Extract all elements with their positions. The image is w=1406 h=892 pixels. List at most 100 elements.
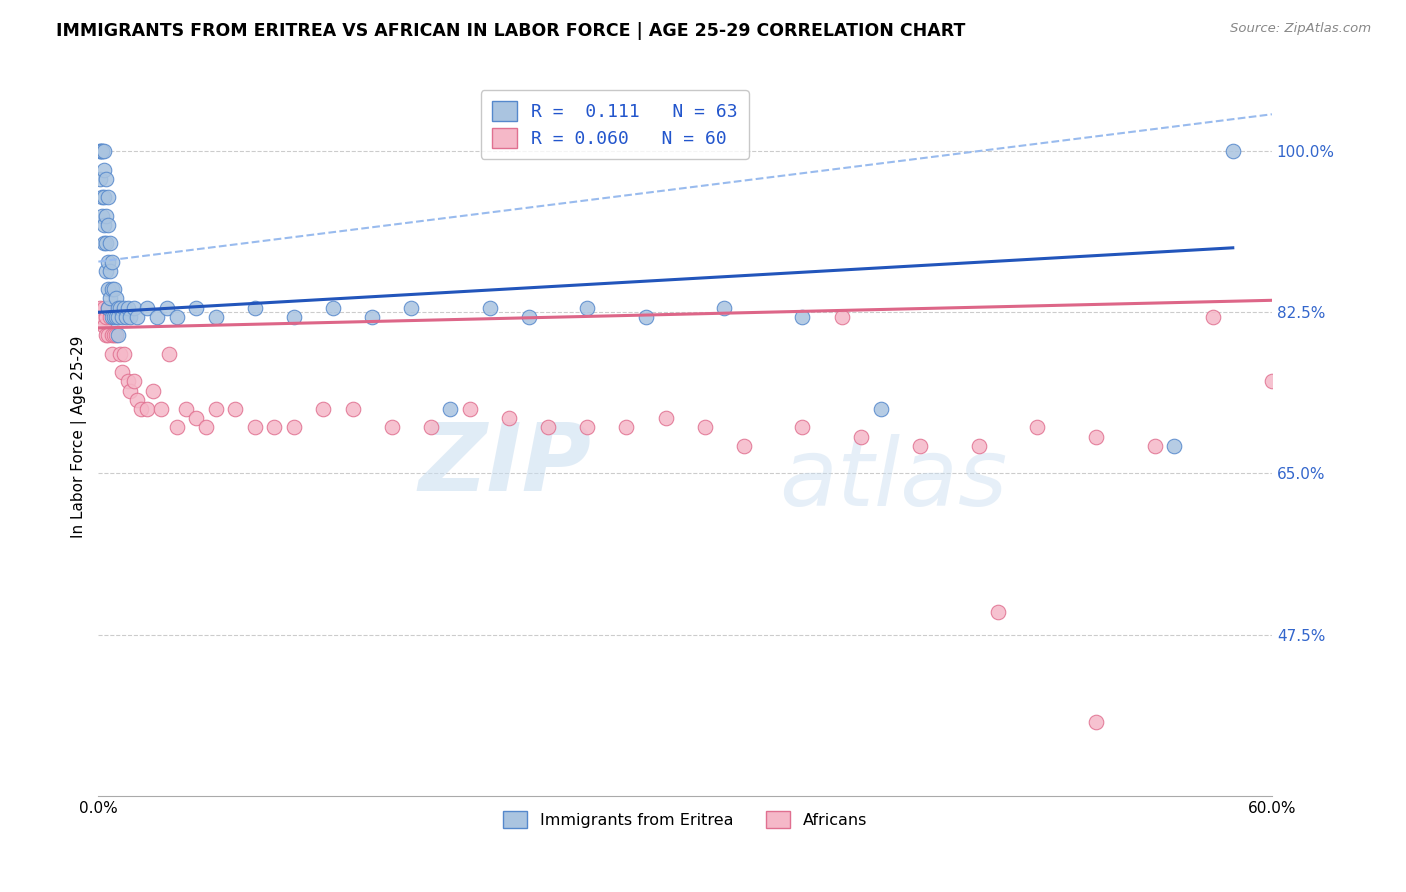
Point	[97, 301, 120, 315]
Point	[792, 420, 814, 434]
Y-axis label: In Labor Force | Age 25-29: In Labor Force | Age 25-29	[72, 335, 87, 538]
Point	[361, 310, 384, 324]
Point	[101, 347, 124, 361]
Point	[831, 310, 853, 324]
Point	[987, 605, 1010, 619]
Point	[1319, 384, 1341, 398]
Point	[122, 375, 145, 389]
Text: Source: ZipAtlas.com: Source: ZipAtlas.com	[1230, 22, 1371, 36]
Point	[96, 171, 118, 186]
Point	[107, 310, 129, 324]
Point	[1143, 439, 1166, 453]
Point	[439, 401, 461, 416]
Point	[849, 429, 872, 443]
Point	[111, 365, 134, 379]
Point	[1084, 429, 1107, 443]
Point	[458, 401, 481, 416]
Point	[97, 328, 120, 343]
Point	[93, 236, 115, 251]
Point	[967, 439, 990, 453]
Text: IMMIGRANTS FROM ERITREA VS AFRICAN IN LABOR FORCE | AGE 25-29 CORRELATION CHART: IMMIGRANTS FROM ERITREA VS AFRICAN IN LA…	[56, 22, 966, 40]
Point	[96, 310, 118, 324]
Point	[1202, 310, 1225, 324]
Point	[713, 301, 735, 315]
Point	[166, 420, 188, 434]
Text: ZIP: ZIP	[419, 419, 592, 511]
Point	[97, 190, 120, 204]
Point	[101, 282, 124, 296]
Point	[93, 190, 115, 204]
Point	[93, 162, 115, 177]
Point	[146, 310, 169, 324]
Point	[1222, 144, 1244, 158]
Point	[91, 144, 114, 158]
Point	[634, 310, 657, 324]
Point	[908, 439, 931, 453]
Point	[616, 420, 638, 434]
Point	[204, 310, 226, 324]
Point	[537, 420, 560, 434]
Point	[733, 439, 755, 453]
Point	[89, 144, 111, 158]
Point	[419, 420, 441, 434]
Text: atlas: atlas	[779, 434, 1007, 525]
Point	[89, 301, 111, 315]
Point	[97, 282, 120, 296]
Point	[111, 310, 134, 324]
Point	[101, 254, 124, 268]
Point	[108, 347, 131, 361]
Point	[149, 401, 172, 416]
Point	[112, 301, 135, 315]
Point	[96, 209, 118, 223]
Point	[342, 401, 364, 416]
Point	[243, 420, 266, 434]
Point	[93, 319, 115, 334]
Point	[117, 375, 139, 389]
Point	[91, 190, 114, 204]
Point	[381, 420, 404, 434]
Point	[186, 301, 208, 315]
Point	[93, 218, 115, 232]
Point	[498, 411, 520, 425]
Point	[98, 264, 121, 278]
Point	[107, 301, 129, 315]
Point	[243, 301, 266, 315]
Point	[89, 171, 111, 186]
Point	[96, 236, 118, 251]
Point	[166, 310, 188, 324]
Point	[142, 384, 165, 398]
Point	[693, 420, 716, 434]
Point	[108, 301, 131, 315]
Point	[127, 392, 149, 407]
Point	[478, 301, 501, 315]
Point	[117, 301, 139, 315]
Point	[103, 328, 125, 343]
Point	[131, 401, 153, 416]
Point	[104, 292, 127, 306]
Point	[97, 218, 120, 232]
Point	[98, 236, 121, 251]
Point	[792, 310, 814, 324]
Point	[869, 401, 891, 416]
Point	[186, 411, 208, 425]
Point	[156, 301, 179, 315]
Point	[1261, 375, 1284, 389]
Point	[127, 310, 149, 324]
Point	[112, 347, 135, 361]
Point	[91, 209, 114, 223]
Point	[322, 301, 344, 315]
Point	[98, 310, 121, 324]
Point	[136, 401, 159, 416]
Point	[91, 144, 114, 158]
Point	[118, 310, 141, 324]
Point	[401, 301, 423, 315]
Point	[104, 310, 127, 324]
Point	[1163, 439, 1185, 453]
Point	[1084, 714, 1107, 729]
Point	[101, 328, 124, 343]
Point	[97, 254, 120, 268]
Point	[96, 264, 118, 278]
Point	[89, 144, 111, 158]
Point	[194, 420, 217, 434]
Point	[204, 401, 226, 416]
